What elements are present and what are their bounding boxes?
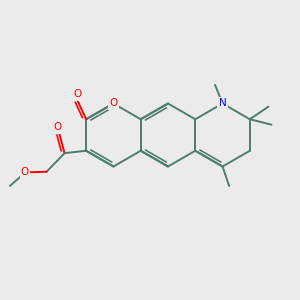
Text: O: O	[21, 167, 29, 177]
Text: O: O	[53, 122, 62, 132]
Text: O: O	[109, 98, 118, 109]
Text: O: O	[73, 89, 81, 99]
Text: N: N	[219, 98, 226, 109]
